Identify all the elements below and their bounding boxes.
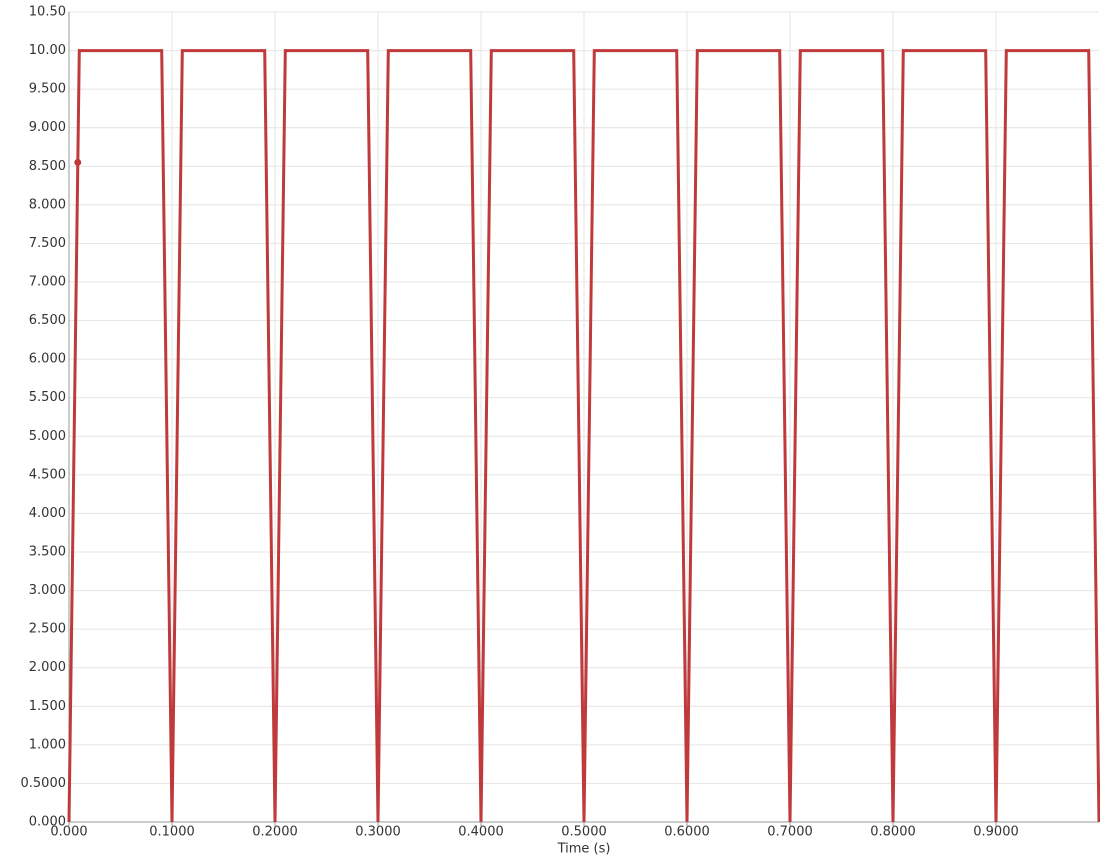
y-tick-label: 6.000 — [29, 352, 66, 367]
y-tick-label: 1.000 — [29, 737, 66, 752]
x-tick-label: 0.3000 — [355, 825, 401, 840]
y-tick-label: 0.5000 — [21, 776, 67, 791]
y-tick-label: 9.000 — [29, 120, 66, 135]
x-axis-label: Time (s) — [557, 842, 611, 857]
y-tick-label: 9.500 — [29, 82, 66, 97]
y-tick-label: 2.500 — [29, 622, 66, 637]
x-tick-label: 0.9000 — [973, 825, 1019, 840]
y-tick-label: 3.000 — [29, 583, 66, 598]
x-tick-label: 0.8000 — [870, 825, 916, 840]
x-tick-label: 0.000 — [50, 825, 87, 840]
y-tick-label: 8.000 — [29, 197, 66, 212]
y-tick-label: 2.000 — [29, 660, 66, 675]
x-tick-label: 0.6000 — [664, 825, 710, 840]
y-tick-label: 7.500 — [29, 236, 66, 251]
y-tick-label: 10.50 — [29, 5, 66, 20]
y-tick-label: 5.500 — [29, 390, 66, 405]
y-tick-label: 4.500 — [29, 467, 66, 482]
x-tick-label: 0.5000 — [561, 825, 607, 840]
y-tick-label: 1.500 — [29, 699, 66, 714]
x-tick-label: 0.4000 — [458, 825, 504, 840]
y-tick-label: 5.000 — [29, 429, 66, 444]
x-tick-label: 0.2000 — [252, 825, 298, 840]
x-tick-label: 0.7000 — [767, 825, 813, 840]
y-tick-label: 10.00 — [29, 43, 66, 58]
x-tick-label: 0.1000 — [149, 825, 195, 840]
y-tick-label: 4.000 — [29, 506, 66, 521]
y-tick-label: 6.500 — [29, 313, 66, 328]
data-line — [67, 49, 1100, 823]
y-tick-label: 8.500 — [29, 159, 66, 174]
cursor-point — [74, 158, 82, 166]
y-tick-label: 7.000 — [29, 275, 66, 290]
y-tick-label: 3.500 — [29, 545, 66, 560]
y-tick-label: 0.000 — [29, 815, 66, 830]
